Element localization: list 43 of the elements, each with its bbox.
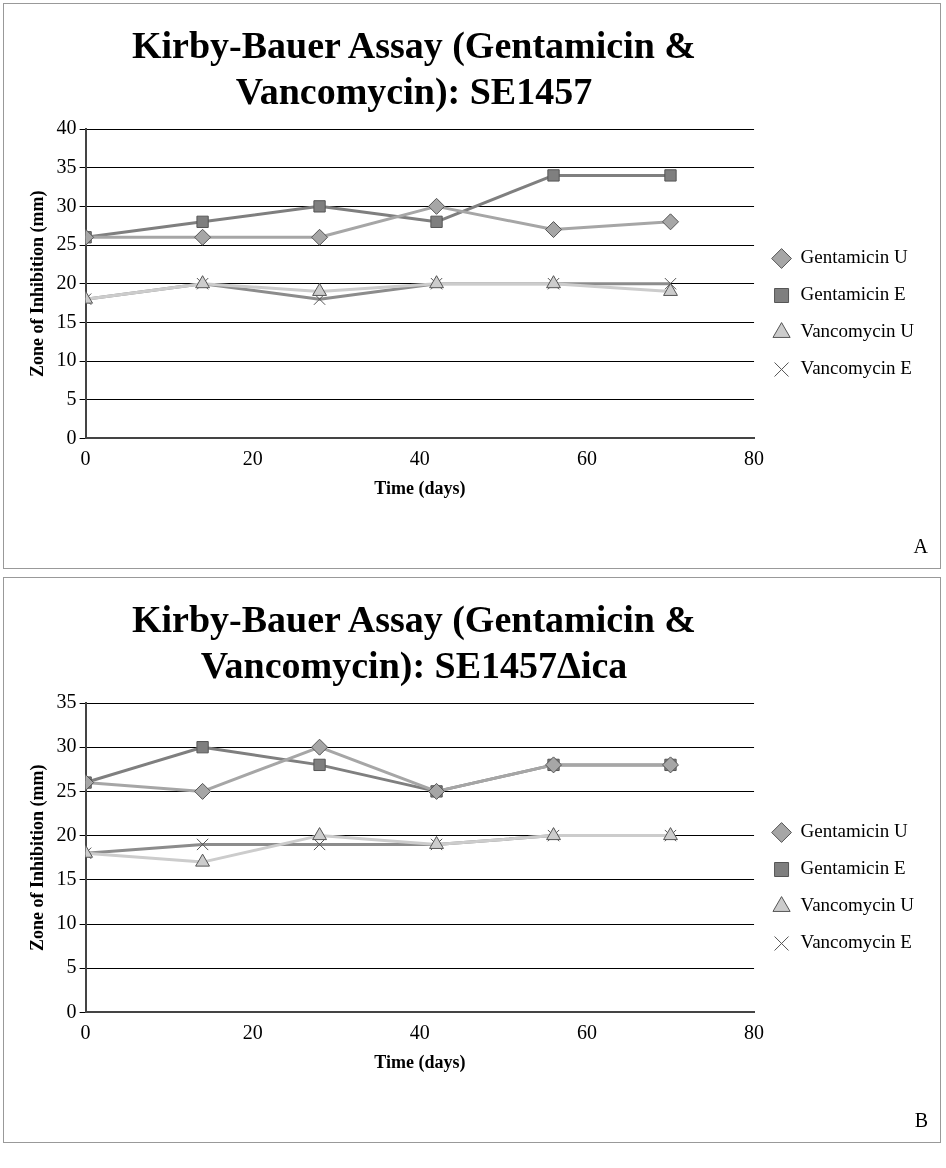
x-tick-label: 40 [409, 1020, 430, 1043]
chart-title: Kirby-Bauer Assay (Gentamicin & Vancomycin): SE1457Δica [131, 597, 697, 688]
legend-label: Gentamicin U [800, 820, 908, 842]
y-tick-label: 35 [56, 154, 77, 177]
legend-label: Gentamicin E [800, 283, 906, 305]
y-tick-label: 0 [66, 425, 77, 448]
y-tick-label: 10 [56, 348, 77, 371]
y-tick-label: 25 [56, 232, 77, 255]
x-tick-label: 80 [744, 446, 765, 469]
y-tick-label: 5 [66, 386, 77, 409]
y-tick-label: 35 [56, 690, 77, 713]
y-tick-label: 20 [56, 270, 77, 293]
legend-label: Vancomycin U [800, 894, 915, 916]
y-tick-label: 25 [56, 778, 77, 801]
legend-label: Gentamicin U [800, 246, 908, 268]
y-tick-label: 0 [66, 999, 77, 1022]
y-tick-label: 20 [56, 822, 77, 845]
text: B [914, 1109, 928, 1132]
x-axis-title: Time (days) [374, 1051, 466, 1073]
x-tick-label: 60 [576, 1020, 597, 1043]
legend-label: Vancomycin E [800, 357, 912, 379]
text: A [913, 535, 928, 558]
x-tick-label: 0 [80, 1020, 91, 1043]
legend-label: Vancomycin E [800, 931, 912, 953]
chart-title: Kirby-Bauer Assay (Gentamicin & Vancomycin): SE1457 [131, 23, 697, 114]
y-tick-label: 15 [56, 867, 77, 890]
x-tick-label: 40 [409, 446, 430, 469]
legend-label: Vancomycin U [800, 320, 915, 342]
y-tick-label: 5 [66, 955, 77, 978]
x-tick-label: 20 [242, 1020, 263, 1043]
y-tick-label: 15 [56, 309, 77, 332]
y-tick-label: 30 [56, 734, 77, 757]
x-tick-label: 0 [80, 446, 91, 469]
y-tick-label: 40 [56, 116, 77, 139]
x-tick-label: 60 [576, 446, 597, 469]
x-tick-label: 80 [744, 1020, 765, 1043]
x-axis-title: Time (days) [374, 477, 466, 499]
y-axis-title: Zone of Inhibition (mm) [27, 764, 49, 951]
x-tick-label: 20 [242, 446, 263, 469]
y-axis-title: Zone of Inhibition (mm) [27, 190, 49, 377]
y-tick-label: 30 [56, 193, 77, 216]
legend-label: Gentamicin E [800, 857, 906, 879]
y-tick-label: 10 [56, 911, 77, 934]
